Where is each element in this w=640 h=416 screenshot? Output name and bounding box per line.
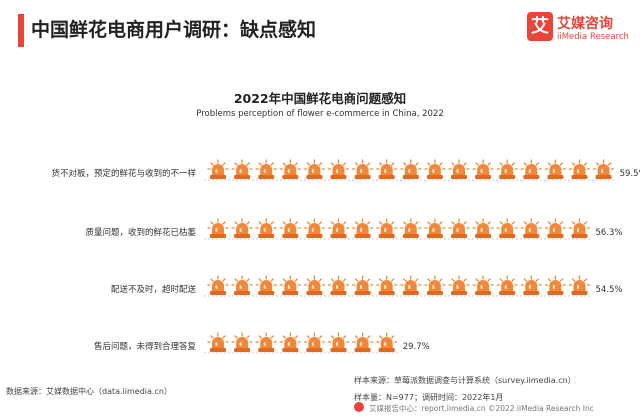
siren-icon bbox=[400, 275, 422, 295]
siren-icon bbox=[424, 218, 446, 238]
pictograph-bar-chart: 货不对板，预定的鲜花与收到的不一样 59.5% 质量问题，收到的鲜花已枯萎 56.3%… bbox=[51, 159, 640, 354]
siren-icon bbox=[568, 275, 591, 295]
siren-icon bbox=[255, 159, 277, 179]
siren-icon bbox=[496, 159, 518, 179]
siren-icon bbox=[472, 275, 494, 295]
page-title: 中国鲜花电商用户调研：缺点感知 bbox=[31, 19, 317, 41]
siren-icon bbox=[207, 275, 229, 295]
siren-icon bbox=[448, 159, 470, 179]
siren-icon bbox=[351, 275, 374, 295]
siren-icon bbox=[303, 218, 326, 238]
siren-icon bbox=[303, 332, 326, 352]
siren-icon bbox=[279, 218, 301, 238]
siren-icon bbox=[279, 159, 301, 179]
siren-icon bbox=[376, 332, 398, 352]
siren-icon bbox=[568, 218, 591, 238]
siren-icon bbox=[255, 218, 277, 238]
siren-icon bbox=[568, 159, 591, 179]
siren-icon bbox=[472, 218, 494, 238]
siren-icon bbox=[231, 275, 253, 295]
siren-icon bbox=[255, 332, 277, 352]
siren-icon bbox=[327, 218, 350, 238]
pictograph-bar bbox=[207, 275, 591, 295]
siren-icon bbox=[448, 218, 470, 238]
logo-mark: 艾 bbox=[527, 12, 553, 41]
siren-icon bbox=[231, 332, 253, 352]
data-source-note: 数据来源：艾媒数据中心（data.iimedia.cn） bbox=[6, 387, 172, 396]
siren-icon bbox=[520, 159, 542, 179]
iimedia-logo[interactable]: 艾 艾媒咨询 iiMedia Research bbox=[527, 12, 635, 52]
siren-icon bbox=[544, 275, 567, 295]
siren-icon bbox=[544, 218, 567, 238]
siren-icon bbox=[400, 218, 422, 238]
value-label: 54.5% bbox=[596, 285, 623, 295]
siren-icon bbox=[376, 275, 398, 295]
siren-icon bbox=[279, 275, 301, 295]
siren-icon bbox=[520, 275, 542, 295]
siren-icon bbox=[303, 159, 326, 179]
siren-icon bbox=[424, 159, 446, 179]
siren-icon bbox=[351, 332, 374, 352]
siren-icon bbox=[207, 332, 229, 352]
category-label: 质量问题，收到的鲜花已枯萎 bbox=[85, 227, 196, 238]
category-label: 配送不及时，超时配送 bbox=[111, 284, 197, 295]
sample-source-note: 样本来源：草莓派数据调查与计算系统（survey.iimedia.cn） bbox=[354, 376, 576, 385]
category-label: 售后问题，未得到合理答复 bbox=[94, 341, 197, 352]
copyright-note: 艾媒报告中心：report.iimedia.cn ©2022 iiMedia R… bbox=[369, 404, 594, 413]
siren-icon bbox=[496, 275, 518, 295]
siren-icon bbox=[376, 159, 398, 179]
sample-size-note: 样本量：N=977；调研时间：2022年1月 bbox=[354, 393, 504, 402]
siren-icon bbox=[351, 159, 374, 179]
pictograph-bar bbox=[207, 218, 591, 238]
siren-icon bbox=[448, 275, 470, 295]
logo-chinese-name: 艾媒咨询 bbox=[557, 16, 613, 32]
siren-icon bbox=[327, 275, 350, 295]
siren-icon bbox=[351, 218, 374, 238]
siren-icon bbox=[279, 332, 301, 352]
title-accent-bar bbox=[18, 14, 24, 47]
pictograph-bar bbox=[207, 332, 398, 352]
siren-icon bbox=[231, 159, 253, 179]
siren-icon bbox=[544, 159, 567, 179]
siren-icon bbox=[424, 275, 446, 295]
copyright-logo-icon bbox=[354, 402, 364, 412]
siren-icon bbox=[327, 332, 350, 352]
chart-subtitle: Problems perception of flower e-commerce… bbox=[196, 109, 444, 119]
siren-icon bbox=[231, 218, 253, 238]
siren-icon bbox=[472, 159, 494, 179]
bar-row: 配送不及时，超时配送 54.5% bbox=[111, 275, 623, 297]
pictograph-bar bbox=[207, 159, 615, 179]
value-label: 59.5% bbox=[620, 169, 640, 179]
bar-row: 货不对板，预定的鲜花与收到的不一样 59.5% bbox=[51, 159, 640, 181]
siren-icon bbox=[207, 218, 229, 238]
siren-icon bbox=[592, 159, 615, 179]
siren-icon bbox=[376, 218, 398, 238]
siren-icon bbox=[303, 275, 326, 295]
category-label: 货不对板，预定的鲜花与收到的不一样 bbox=[51, 168, 196, 179]
logo-english-name: iiMedia Research bbox=[557, 32, 629, 42]
chart-title: 2022年中国鲜花电商问题感知 bbox=[233, 91, 407, 106]
bar-row: 售后问题，未得到合理答复 29.7% bbox=[94, 332, 430, 354]
bar-row: 质量问题，收到的鲜花已枯萎 56.3% bbox=[85, 218, 623, 240]
siren-icon bbox=[496, 218, 518, 238]
value-label: 56.3% bbox=[596, 228, 623, 238]
siren-icon bbox=[255, 275, 277, 295]
siren-icon bbox=[327, 159, 350, 179]
value-label: 29.7% bbox=[403, 342, 430, 352]
siren-icon bbox=[207, 159, 229, 179]
siren-icon bbox=[400, 159, 422, 179]
siren-icon bbox=[520, 218, 542, 238]
